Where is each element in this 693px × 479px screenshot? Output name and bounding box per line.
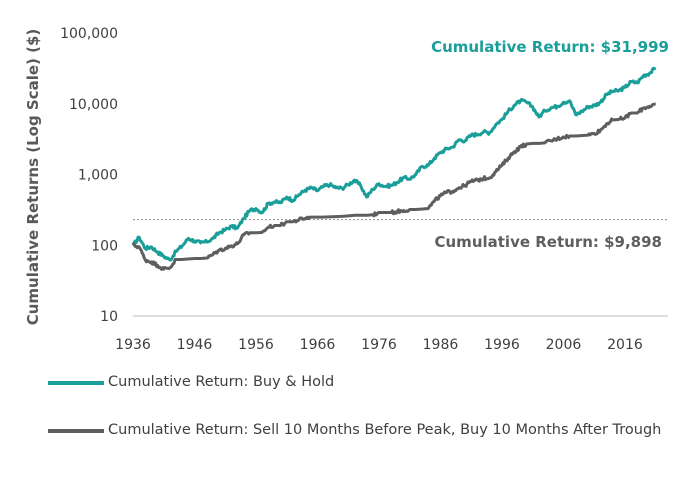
- x-tick-label: 1946: [177, 337, 213, 353]
- legend-label-timing: Cumulative Return: Sell 10 Months Before…: [108, 422, 662, 438]
- x-tick-label: 1976: [361, 337, 397, 353]
- y-tick-label: 10,000: [69, 97, 118, 113]
- x-axis-ticks: 1936 1946 1956 1966 1976 1986 1996 2006 2016: [115, 337, 643, 353]
- legend-item-timing: Cumulative Return: Sell 10 Months Before…: [48, 420, 688, 441]
- y-axis-ticks: 10 100 1,000 10,000 100,000: [60, 26, 118, 325]
- annotation-timing-return: Cumulative Return: $9,898: [435, 233, 663, 251]
- legend-swatch-timing: [48, 429, 104, 433]
- series-line: [131, 102, 657, 271]
- legend-swatch-buy-hold: [48, 381, 104, 385]
- x-tick-label: 2016: [607, 337, 643, 353]
- y-tick-label: 100: [91, 238, 118, 254]
- y-tick-label: 10: [100, 309, 118, 325]
- annotation-buy-hold-return: Cumulative Return: $31,999: [431, 38, 669, 56]
- x-tick-label: 2006: [546, 337, 582, 353]
- legend-label-buy-hold: Cumulative Return: Buy & Hold: [108, 374, 335, 390]
- series-line: [131, 66, 657, 262]
- x-tick-label: 1936: [115, 337, 151, 353]
- x-tick-label: 1986: [423, 337, 459, 353]
- y-tick-label: 1,000: [78, 168, 118, 184]
- legend-item-buy-hold: Cumulative Return: Buy & Hold: [48, 372, 688, 393]
- x-tick-label: 1956: [238, 337, 274, 353]
- y-tick-label: 100,000: [60, 26, 118, 42]
- x-tick-label: 1966: [300, 337, 336, 353]
- series-layer: [131, 66, 657, 271]
- y-axis-label: Cumulative Returns (Log Scale) ($): [24, 29, 42, 326]
- x-tick-label: 1996: [484, 337, 520, 353]
